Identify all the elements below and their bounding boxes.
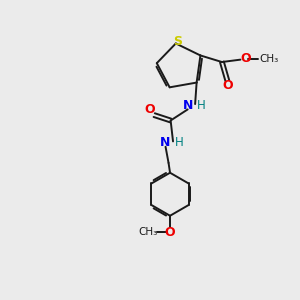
- Text: N: N: [160, 136, 171, 149]
- Text: O: O: [222, 80, 232, 92]
- Text: CH₃: CH₃: [260, 54, 279, 64]
- Text: O: O: [165, 226, 176, 239]
- Text: N: N: [182, 99, 193, 112]
- Text: O: O: [145, 103, 155, 116]
- Text: S: S: [173, 34, 182, 48]
- Text: CH₃: CH₃: [139, 227, 158, 237]
- Text: O: O: [241, 52, 251, 65]
- Text: H: H: [197, 99, 206, 112]
- Text: H: H: [175, 136, 184, 149]
